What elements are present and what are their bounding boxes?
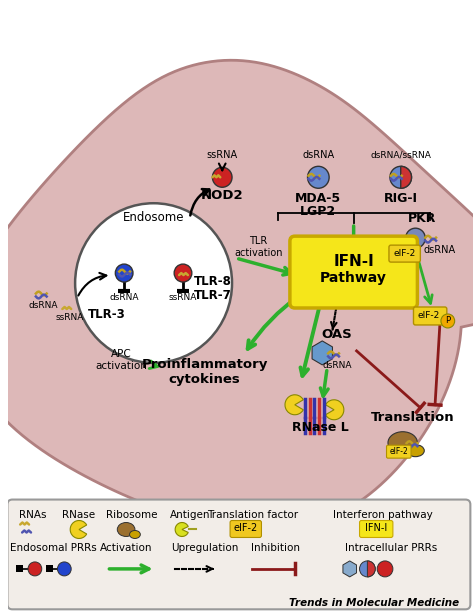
Text: Interferon pathway: Interferon pathway bbox=[333, 509, 433, 520]
Text: RNAs: RNAs bbox=[19, 509, 46, 520]
Text: Antigen: Antigen bbox=[170, 509, 210, 520]
Wedge shape bbox=[326, 400, 344, 420]
Text: RNase L: RNase L bbox=[292, 421, 349, 434]
Text: Translation factor: Translation factor bbox=[207, 509, 298, 520]
Text: TLR
activation: TLR activation bbox=[234, 237, 283, 258]
Circle shape bbox=[212, 167, 232, 187]
Text: TLR-8: TLR-8 bbox=[193, 275, 231, 287]
Text: MDA-5: MDA-5 bbox=[295, 192, 341, 205]
Text: ssRNA: ssRNA bbox=[207, 150, 238, 161]
Text: Proinflammatory: Proinflammatory bbox=[141, 359, 268, 371]
Text: dsRNA: dsRNA bbox=[302, 150, 334, 161]
Wedge shape bbox=[70, 520, 87, 538]
Text: dsRNA: dsRNA bbox=[322, 362, 352, 370]
Wedge shape bbox=[175, 522, 188, 536]
Text: OAS: OAS bbox=[321, 329, 352, 341]
Circle shape bbox=[174, 264, 192, 282]
Text: Upregulation: Upregulation bbox=[171, 544, 238, 554]
Ellipse shape bbox=[129, 530, 140, 538]
Circle shape bbox=[308, 166, 329, 188]
Circle shape bbox=[57, 562, 71, 576]
Text: dsRNA: dsRNA bbox=[109, 292, 139, 302]
Text: Trends in Molecular Medicine: Trends in Molecular Medicine bbox=[290, 598, 460, 608]
Text: APC
activation: APC activation bbox=[95, 349, 147, 371]
Circle shape bbox=[360, 561, 375, 577]
Ellipse shape bbox=[117, 522, 135, 536]
FancyBboxPatch shape bbox=[230, 520, 262, 538]
Circle shape bbox=[441, 314, 455, 328]
Text: eIF-2: eIF-2 bbox=[417, 311, 439, 321]
Text: IFN-I: IFN-I bbox=[365, 524, 387, 533]
Text: IFN-I: IFN-I bbox=[333, 254, 374, 268]
Text: ssRNA: ssRNA bbox=[169, 292, 197, 302]
FancyBboxPatch shape bbox=[386, 445, 411, 458]
Circle shape bbox=[75, 204, 232, 363]
Text: ssRNA: ssRNA bbox=[55, 313, 83, 322]
Text: eIF-2: eIF-2 bbox=[234, 524, 258, 533]
Polygon shape bbox=[0, 60, 474, 531]
Text: NOD2: NOD2 bbox=[201, 189, 244, 202]
FancyBboxPatch shape bbox=[360, 520, 393, 538]
Text: TLR-7: TLR-7 bbox=[193, 289, 231, 302]
Text: eIF-2: eIF-2 bbox=[390, 447, 408, 456]
Text: Ribosome: Ribosome bbox=[106, 509, 158, 520]
Text: RIG-I: RIG-I bbox=[384, 192, 418, 205]
Text: eIF-2: eIF-2 bbox=[393, 249, 416, 257]
FancyBboxPatch shape bbox=[389, 245, 420, 262]
Text: Inhibition: Inhibition bbox=[251, 544, 300, 554]
FancyBboxPatch shape bbox=[290, 236, 418, 308]
Ellipse shape bbox=[407, 444, 424, 457]
Text: dsRNA: dsRNA bbox=[29, 300, 58, 310]
Text: Pathway: Pathway bbox=[320, 271, 387, 285]
Text: cytokines: cytokines bbox=[169, 373, 240, 386]
Circle shape bbox=[28, 562, 42, 576]
Wedge shape bbox=[401, 166, 411, 188]
Text: TLR-3: TLR-3 bbox=[88, 308, 125, 321]
Text: RNase: RNase bbox=[63, 509, 96, 520]
Bar bbox=[16, 565, 23, 573]
FancyBboxPatch shape bbox=[8, 500, 470, 609]
Wedge shape bbox=[367, 561, 375, 577]
Text: Endosome: Endosome bbox=[123, 211, 184, 224]
Text: dsRNA: dsRNA bbox=[424, 245, 456, 255]
Circle shape bbox=[390, 166, 411, 188]
Text: Translation: Translation bbox=[371, 411, 454, 424]
Circle shape bbox=[115, 264, 133, 282]
Text: LGP2: LGP2 bbox=[301, 205, 337, 218]
Circle shape bbox=[377, 561, 393, 577]
Text: Endosomal PRRs: Endosomal PRRs bbox=[10, 544, 97, 554]
Text: PKR: PKR bbox=[408, 211, 437, 225]
Text: Intracellular PRRs: Intracellular PRRs bbox=[345, 544, 437, 554]
Text: dsRNA/ssRNA: dsRNA/ssRNA bbox=[370, 151, 431, 160]
Circle shape bbox=[406, 228, 425, 248]
Text: Activation: Activation bbox=[100, 544, 152, 554]
Text: P: P bbox=[445, 316, 450, 326]
Bar bbox=[46, 565, 53, 573]
Ellipse shape bbox=[388, 432, 418, 454]
FancyBboxPatch shape bbox=[413, 307, 447, 325]
Wedge shape bbox=[285, 395, 303, 415]
